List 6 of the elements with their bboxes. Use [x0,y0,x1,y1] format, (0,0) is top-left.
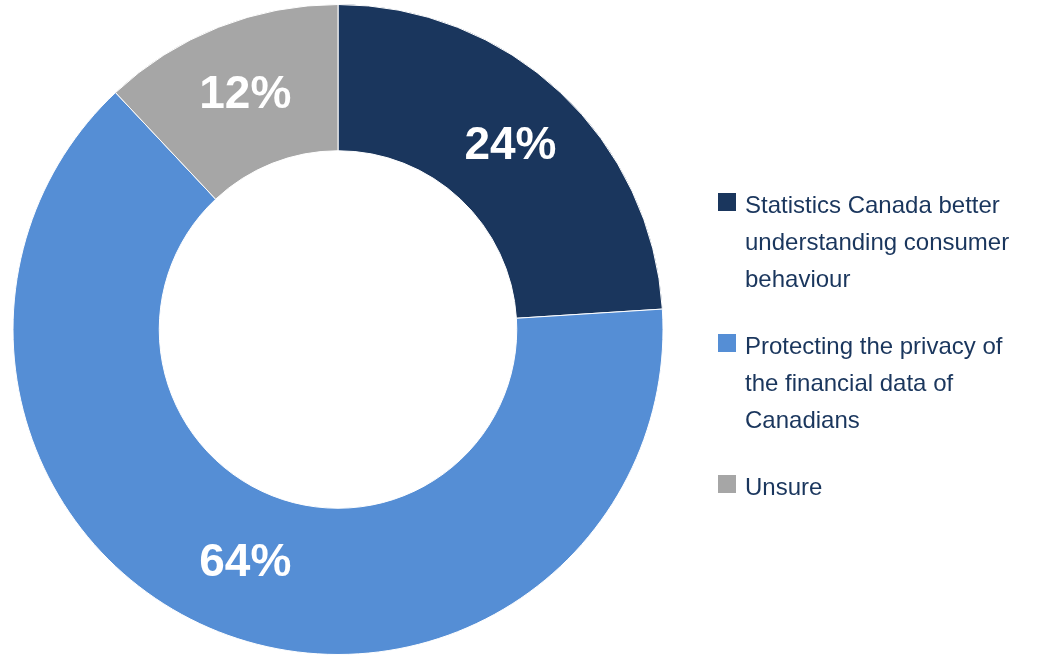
data-label: 12% [199,66,292,118]
legend-label: Protecting the privacy of the financial data of Canadians [745,331,1004,435]
legend-label: Statistics Canada better understanding consumer behaviour [745,190,1011,294]
legend-label: Unsure [745,472,824,502]
data-label: 24% [464,116,557,169]
data-label: 64% [199,534,292,587]
